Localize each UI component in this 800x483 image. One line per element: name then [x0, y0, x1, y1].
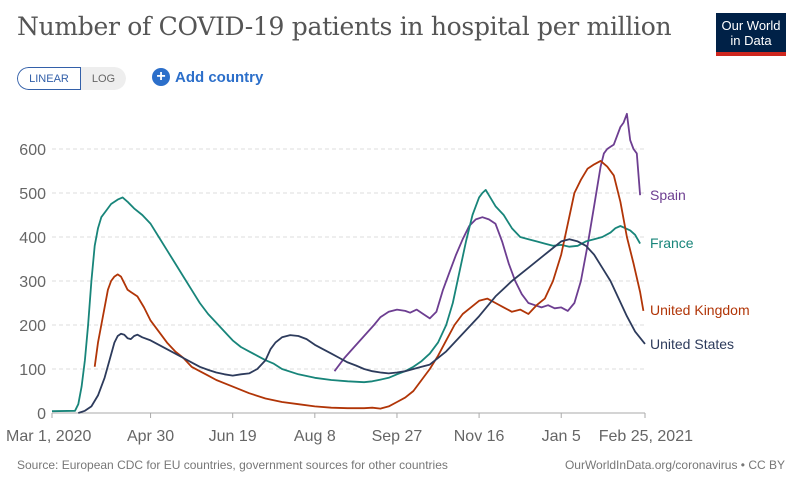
- x-axis: Mar 1, 2020 Apr 30 Jun 19 Aug 8 Sep 27 Nov 16…: [6, 412, 693, 445]
- logo-accent-bar: [716, 52, 786, 56]
- y-tick-label: 200: [19, 318, 46, 335]
- series-line-united-states[interactable]: [78, 238, 646, 414]
- series-labels: Spain France United Kingdom United States: [650, 187, 750, 352]
- logo-line-1: Our World: [721, 18, 781, 33]
- series-label-france[interactable]: France: [650, 235, 694, 251]
- x-tick-label: Jun 19: [209, 428, 257, 445]
- chart-title: Number of COVID-19 patients in hospital …: [17, 12, 672, 41]
- x-tick-label: Mar 1, 2020: [6, 428, 91, 445]
- y-tick-label: 100: [19, 362, 46, 379]
- x-tick-label: Nov 16: [454, 428, 505, 445]
- series-line-united-kingdom[interactable]: [93, 159, 645, 410]
- x-tick-label: Jan 5: [542, 428, 581, 445]
- add-country-label: Add country: [175, 68, 264, 86]
- y-tick-label: 0: [37, 406, 46, 423]
- add-country-button[interactable]: + Add country: [152, 68, 263, 86]
- x-tick-label: Aug 8: [294, 428, 336, 445]
- x-tick-label: Feb 25, 2021: [599, 428, 693, 445]
- logo-line-2: in Data: [730, 33, 772, 48]
- series-lines: [51, 112, 646, 414]
- x-tick-label: Sep 27: [372, 428, 423, 445]
- footer-link[interactable]: OurWorldInData.org/coronavirus • CC BY: [564, 458, 785, 472]
- log-scale-button[interactable]: LOG: [81, 67, 126, 90]
- owid-logo[interactable]: Our World in Data: [716, 13, 786, 56]
- y-tick-label: 400: [19, 230, 46, 247]
- scale-toggle: LINEAR LOG: [17, 67, 126, 90]
- series-line-france[interactable]: [51, 188, 641, 413]
- y-tick-label: 500: [19, 186, 46, 203]
- x-tick-label: Apr 30: [127, 428, 174, 445]
- y-tick-label: 300: [19, 274, 46, 291]
- series-line-spain[interactable]: [333, 112, 641, 372]
- y-axis-ticks: 0 100 200 300 400 500 600: [19, 142, 46, 423]
- gridlines: [52, 148, 645, 370]
- series-label-united-states[interactable]: United States: [650, 336, 734, 352]
- series-label-united-kingdom[interactable]: United Kingdom: [650, 302, 750, 318]
- series-label-spain[interactable]: Spain: [650, 187, 686, 203]
- source-note: Source: European CDC for EU countries, g…: [17, 458, 448, 472]
- plus-circle-icon: +: [152, 68, 170, 86]
- y-tick-label: 600: [19, 142, 46, 159]
- linear-scale-button[interactable]: LINEAR: [17, 67, 81, 90]
